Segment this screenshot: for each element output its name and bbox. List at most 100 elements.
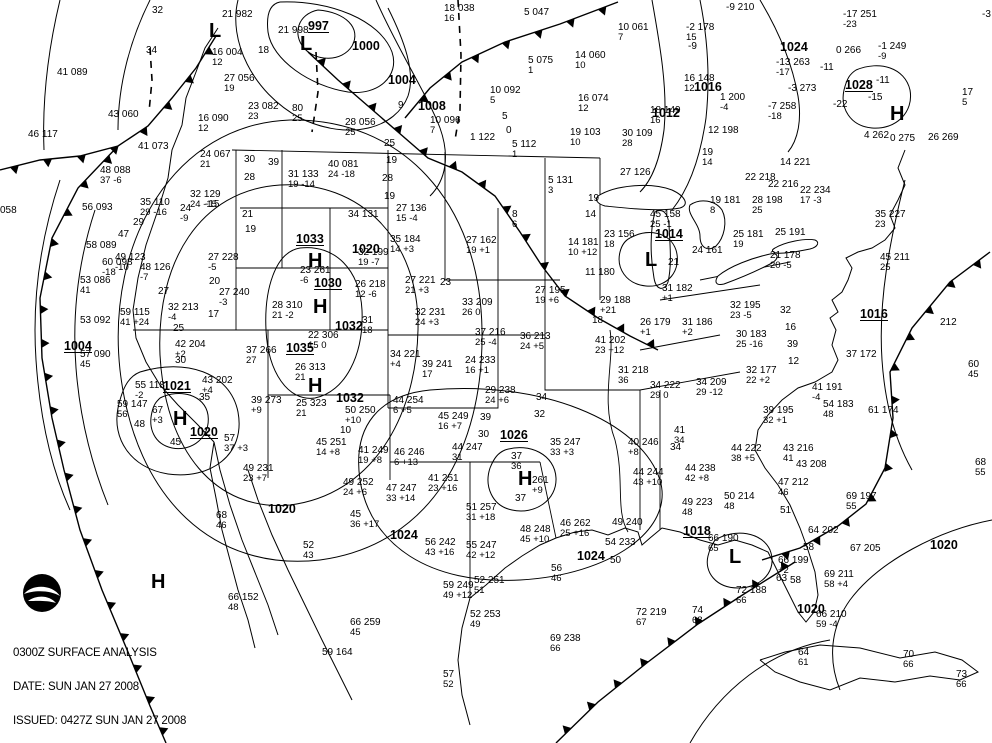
station-plot: 19 [384,191,396,202]
cold-front-triangle [393,125,403,135]
low-pressure-center: L [729,546,742,568]
station-plot: 22 218 [745,172,776,183]
station-plot: 12 198 [708,125,739,136]
station-plot: 0 266 [836,45,862,56]
cold-front-triangle [139,126,148,136]
station-plot: 51 257 31 +18 [466,502,497,523]
cold-front-triangle [946,279,956,288]
cold-front-triangle [640,658,649,668]
cold-front-triangle [587,306,596,316]
station-plot: -11 [820,62,834,73]
analysis-date: DATE: SUN JAN 27 2008 [13,681,139,694]
station-plot: 058 [0,205,17,216]
station-plot: 5 047 [524,7,550,18]
station-plot: 16 090 12 [198,113,229,134]
station-plot: 18 149 16 [650,105,681,126]
station-plot: 59 164 [322,647,353,658]
station-plot: -9 210 [726,2,755,13]
station-plot: 35 110 29 -16 [140,197,170,218]
station-plot: 72 219 67 [636,607,667,628]
station-plot: 64 61 [798,647,810,668]
station-plot: 0 [506,125,512,136]
station-plot: 14 221 [780,157,811,168]
cold-front-triangle [106,601,117,611]
station-plot: 41 202 23 +12 [595,335,626,356]
cold-front-triangle [539,261,549,271]
station-plot: 40 246 +8 [628,437,659,458]
station-plot: 66 199 +2 [778,555,809,576]
isobar-pressure-label: 1020 [352,242,380,256]
station-plot: 44 238 42 +8 [685,463,716,484]
station-plot: 66 259 45 [350,617,381,638]
station-plot: 37 36 [511,451,523,472]
station-plot: 66 210 59 -4 [816,609,847,630]
station-plot: 32 [534,409,546,420]
station-plot: 45 36 +17 [350,509,380,530]
cold-front-triangle [419,147,428,157]
isobar-pressure-label: 1004 [64,339,92,353]
station-plot: 50 214 48 [724,491,755,512]
state-borders [133,149,791,598]
isobar-pressure-label: 1021 [163,379,191,393]
station-plot: 43 216 41 [783,443,814,464]
station-plot: 27 221 21 +3 [405,275,436,296]
cold-front-triangle [470,54,480,64]
cold-front-triangle [566,18,575,28]
station-plot: 26 218 12 -6 [355,279,386,300]
station-plot: 60 45 [968,359,980,380]
station-plot: 21 998 [278,25,309,36]
cold-front-triangle [694,616,704,626]
station-plot: 28 310 21 -2 [272,300,303,321]
station-plot: -13 263 -17 [776,57,810,78]
coastline [132,27,979,726]
station-plot: 31 218 36 [618,365,649,386]
cold-front-triangle [367,102,377,112]
station-plot: 5 [502,111,508,122]
station-plot: 58 089 [86,240,117,251]
cold-front-triangle [145,695,156,705]
low-pressure-center: L [645,249,658,271]
high-pressure-center: H [313,296,328,318]
cold-front-triangle [812,536,821,546]
station-plot: 16 004 12 [212,47,243,68]
station-plot: 30 183 25 -16 [736,329,767,350]
station-plot: 35 [199,392,211,403]
station-plot: 53 086 41 [80,275,111,296]
station-plot: 34 131 [348,209,379,220]
station-plot: 17 [208,309,220,320]
station-plot: 19 [386,155,398,166]
station-plot: 27 126 [620,167,651,178]
station-plot: 14 060 10 [575,50,606,71]
station-plot: 16 074 12 [578,93,609,114]
cold-front-triangle [79,179,89,189]
isobar-pressure-label: 997 [308,19,329,33]
station-plot: 39 [480,412,492,423]
station-plot: 27 056 19 [224,73,255,94]
station-plot: 30 [244,154,256,165]
station-plot: -22 [833,99,848,110]
station-plot: 34 [146,45,158,56]
station-plot: 35 227 23 [875,209,906,230]
station-plot: 43 202 +4 [202,375,233,396]
isobar-pressure-label: 1032 [335,319,363,333]
station-plot: 74 68 [692,605,704,626]
cold-front-triangle [43,271,53,281]
station-plot: 34 [536,392,548,403]
cold-front-triangle [133,664,143,673]
station-plot: 17 5 [962,87,974,108]
station-plot: 20 [209,276,221,287]
station-plot: 46 117 [28,129,58,140]
trough-line [454,0,462,141]
station-plot: 69 238 66 [550,633,581,654]
station-plot: 46 262 25 +16 [560,518,591,539]
station-plot: 18 038 16 [444,3,475,24]
station-plot: 32 231 24 +3 [415,307,446,328]
cold-front-triangle [44,372,54,382]
station-plot: 44 254 6 +5 [393,395,424,416]
station-plot: 57 37 +3 [224,433,249,454]
station-plot: 14 [585,209,597,220]
station-plot: 24 233 16 +1 [465,355,496,376]
